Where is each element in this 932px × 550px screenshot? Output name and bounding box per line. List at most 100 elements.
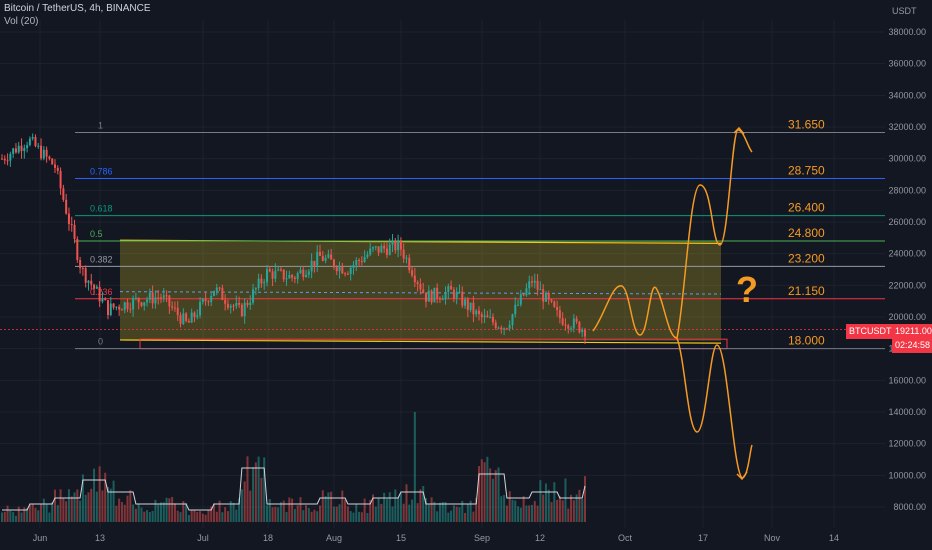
volume-bar — [45, 503, 48, 522]
price-tick-label: 8000.00 — [893, 502, 926, 512]
candle-body — [399, 240, 402, 250]
volume-bar — [302, 510, 305, 522]
candle-body — [165, 295, 168, 297]
arrow-head-up — [733, 126, 745, 135]
projection-path-range — [592, 285, 678, 339]
candle-body — [483, 315, 486, 318]
volume-bar — [59, 489, 62, 522]
volume-bar — [489, 468, 492, 522]
volume-bar — [533, 501, 536, 522]
time-tick-label: 13 — [95, 533, 105, 543]
volume-bar — [165, 497, 168, 522]
volume-bar — [252, 467, 255, 522]
candle-body — [369, 248, 372, 255]
volume-bar — [394, 489, 397, 522]
time-tick-label: 12 — [535, 533, 545, 543]
volume-bar — [257, 456, 260, 522]
volume-bar — [383, 492, 386, 522]
volume-bar — [444, 502, 447, 522]
candle-body — [148, 292, 151, 300]
volume-bar — [464, 512, 467, 522]
volume-bar — [282, 500, 285, 522]
candle-body — [120, 309, 123, 311]
candle-body — [581, 329, 584, 333]
volume-bar — [249, 490, 252, 522]
candle-body — [185, 313, 188, 321]
volume-bar — [363, 498, 366, 522]
volume-bar — [397, 497, 400, 522]
volume-bar — [374, 506, 377, 522]
volume-bar — [109, 488, 112, 522]
volume-bar — [475, 497, 478, 522]
volume-ma-line — [2, 467, 586, 511]
candle-body — [70, 224, 73, 226]
candle-body — [173, 307, 176, 309]
volume-bar — [539, 480, 542, 522]
volume-bar — [221, 512, 224, 522]
volume-bar — [321, 490, 324, 522]
candle-body — [249, 302, 252, 306]
candle-body — [40, 145, 43, 159]
candle-body — [561, 318, 564, 325]
volume-bar — [154, 499, 157, 522]
price-tick-label: 10000.00 — [888, 470, 926, 480]
volume-bar — [319, 505, 321, 522]
volume-bar — [201, 513, 204, 522]
candle-body — [79, 260, 82, 269]
candle-body — [531, 281, 533, 283]
candle-body — [514, 304, 517, 315]
candle-body — [9, 153, 12, 161]
candle-body — [160, 297, 162, 299]
candle-body — [274, 270, 277, 279]
volume-bar — [232, 502, 235, 522]
level-label: 18.000 — [788, 334, 825, 348]
volume-bar — [140, 507, 143, 522]
candle-body — [441, 299, 444, 301]
volume-bar — [14, 515, 17, 522]
volume-bar — [101, 490, 104, 522]
candle-body — [319, 251, 321, 256]
candle-body — [452, 289, 455, 299]
volume-bars — [1, 412, 586, 522]
volume-bar — [413, 412, 416, 522]
candle-body — [154, 297, 157, 304]
volume-bar — [570, 494, 573, 522]
candle-body — [358, 260, 361, 262]
candle-body — [372, 247, 374, 249]
price-tick-label: 36000.00 — [888, 59, 926, 69]
candle-body — [341, 265, 344, 274]
candle-body — [430, 290, 433, 303]
candle-body — [544, 292, 547, 302]
projection-paths — [592, 126, 753, 481]
candle-body — [556, 306, 559, 311]
volume-indicator-label[interactable]: Vol (20) — [4, 16, 39, 27]
volume-bar — [572, 500, 575, 522]
candle-body — [34, 136, 37, 147]
volume-bar — [263, 457, 266, 522]
volume-bar — [307, 508, 310, 522]
volume-bar — [254, 462, 257, 522]
volume-bar — [87, 492, 90, 522]
candle-body — [332, 259, 335, 268]
candle-body — [271, 271, 274, 279]
volume-bar — [452, 505, 455, 522]
volume-bar — [349, 511, 352, 522]
level-label: 31.650 — [788, 118, 825, 132]
volume-bar — [358, 511, 361, 522]
candle-body — [338, 265, 341, 272]
candle-body — [517, 304, 520, 306]
volume-bar — [182, 501, 185, 522]
time-axis[interactable]: Jun 13 Jul 18 Aug 15 Sep 12 Oct 17 Nov 14 — [33, 533, 839, 543]
candle-body — [56, 167, 59, 171]
chart-title[interactable]: Bitcoin / TetherUS, 4h, BINANCE — [4, 3, 151, 14]
candle-body — [511, 314, 514, 326]
volume-bar — [380, 503, 383, 522]
volume-bar — [31, 503, 34, 522]
candle-body — [408, 257, 411, 271]
candle-body — [302, 269, 305, 277]
volume-bar — [483, 462, 486, 522]
volume-bar — [402, 503, 405, 522]
candle-body — [547, 292, 550, 300]
candle-body — [112, 303, 115, 308]
